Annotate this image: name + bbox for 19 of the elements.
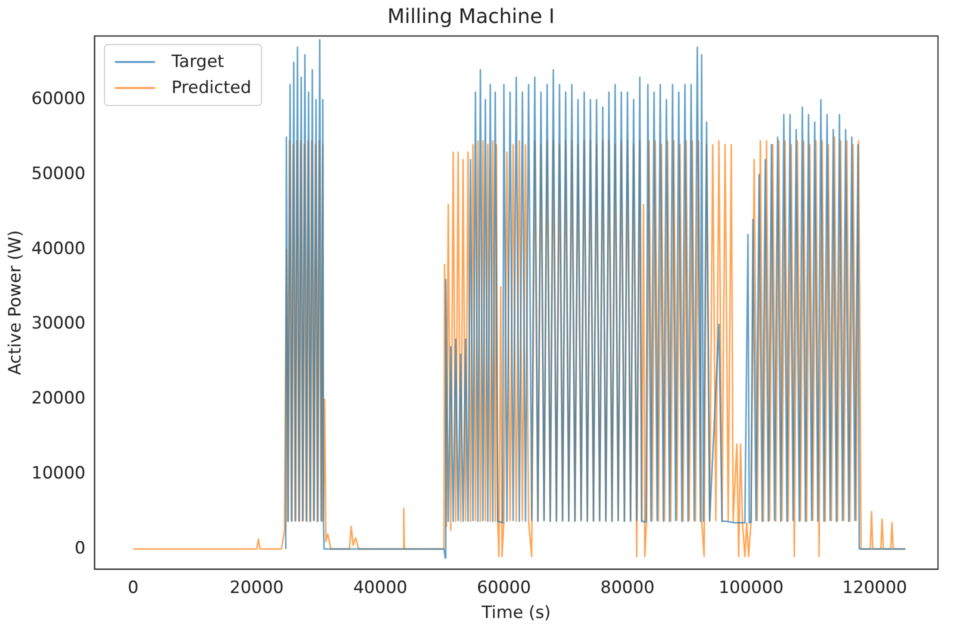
x-tick-label: 80000 (600, 578, 655, 598)
x-tick-label: 60000 (476, 578, 531, 598)
x-tick-label: 120000 (842, 578, 908, 598)
y-tick-label: 20000 (31, 388, 86, 409)
x-tick-label: 0 (128, 578, 139, 598)
y-tick-label: 40000 (31, 238, 86, 259)
y-axis-title: Active Power (W) (6, 230, 26, 376)
chart-title: Milling Machine I (387, 4, 555, 28)
x-tick-label: 20000 (230, 578, 284, 598)
x-tick-label: 40000 (353, 578, 408, 598)
y-tick-label: 10000 (31, 464, 86, 484)
y-tick-label: 30000 (31, 314, 86, 334)
y-tick-label: 60000 (31, 89, 86, 110)
legend-label: Predicted (171, 78, 252, 98)
y-tick-label: 50000 (31, 164, 86, 184)
y-tick-label: 0 (74, 538, 86, 558)
x-tick-label: 100000 (718, 578, 784, 598)
legend-label: Target (171, 52, 224, 72)
x-axis-title: Time (s) (480, 603, 551, 624)
